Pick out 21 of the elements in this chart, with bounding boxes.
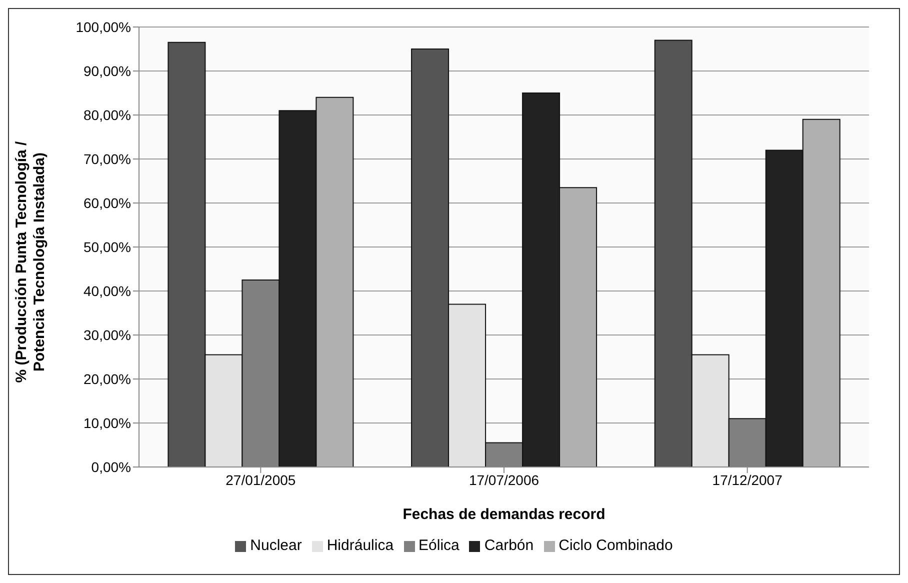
- legend-label: Carbón: [484, 537, 534, 554]
- y-tick-label: 50,00%: [84, 238, 131, 255]
- y-tick-label: 30,00%: [84, 326, 131, 343]
- y-tick-label: 20,00%: [84, 370, 131, 387]
- x-axis-title: Fechas de demandas record: [402, 506, 606, 523]
- y-tick-label: 10,00%: [84, 414, 131, 431]
- y-tick-label: 40,00%: [84, 282, 131, 299]
- y-tick-label: 70,00%: [84, 150, 131, 167]
- x-tick-label: 27/01/2005: [226, 472, 296, 488]
- legend-label: Eólica: [418, 537, 460, 554]
- legend-label: Ciclo Combinado: [558, 537, 673, 554]
- y-tick-label: 90,00%: [84, 62, 131, 79]
- y-tick-label: 0,00%: [91, 458, 131, 475]
- x-tick-label: 17/07/2006: [468, 472, 540, 488]
- y-tick-label: 100,00%: [76, 18, 131, 35]
- y-tick-label: 60,00%: [84, 194, 131, 211]
- x-tick-label: 17/12/2007: [712, 472, 783, 488]
- legend-label: Hidráulica: [326, 537, 394, 554]
- y-tick-label: 80,00%: [84, 106, 131, 123]
- legend-label: Nuclear: [250, 537, 302, 554]
- y-axis-title: % (Producción Punta Tecnología / Potencia Tecnología Instalada): [13, 141, 49, 383]
